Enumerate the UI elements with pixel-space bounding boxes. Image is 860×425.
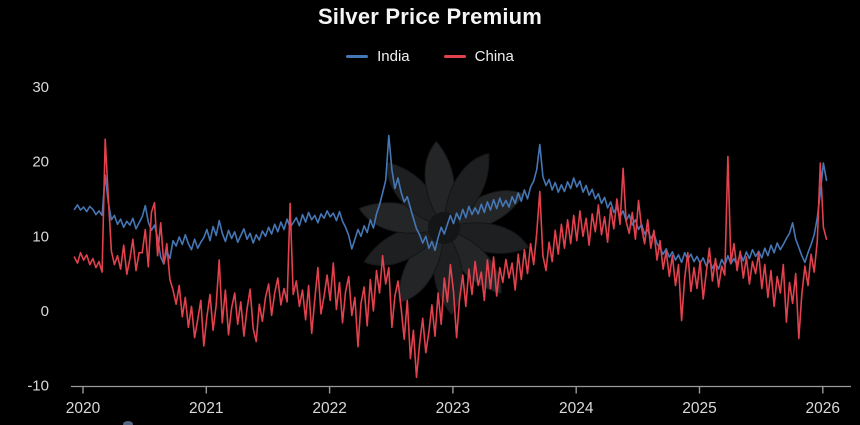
y-tick-label-0: 0	[41, 303, 49, 320]
x-tick-label-2022: 2022	[312, 400, 346, 417]
series-line-india	[73, 134, 828, 270]
chart-legend: India China	[0, 48, 860, 65]
cropped-edge-artifact	[123, 421, 133, 425]
india-line-swatch	[346, 55, 369, 58]
x-tick-label-2025: 2025	[682, 400, 716, 417]
chart-title: Silver Price Premium	[317, 4, 543, 29]
y-tick-label-30: 30	[32, 79, 49, 96]
legend-label-india: India	[377, 48, 410, 65]
legend-item-china[interactable]: China	[443, 48, 514, 65]
legend-item-india[interactable]: India	[346, 48, 410, 65]
x-tick-label-2023: 2023	[436, 400, 470, 417]
china-line-swatch	[443, 55, 466, 58]
x-tick-label-2024: 2024	[559, 400, 594, 417]
y-tick-label--10: -10	[27, 378, 49, 395]
x-axis: 2020 2021 2022 2023 2024 2025 2026	[66, 385, 851, 417]
y-axis: 30 20 10 0 -10	[27, 79, 49, 395]
y-tick-label-20: 20	[32, 154, 49, 171]
watermark-swirl-logo	[358, 140, 530, 316]
legend-label-china: China	[474, 48, 514, 65]
y-tick-label-10: 10	[32, 228, 49, 245]
series-line-china	[73, 138, 828, 379]
x-tick-label-2021: 2021	[189, 400, 223, 417]
x-tick-label-2020: 2020	[66, 400, 101, 417]
x-tick-label-2026: 2026	[806, 400, 840, 417]
